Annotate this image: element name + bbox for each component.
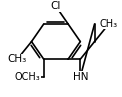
Text: CH₃: CH₃ [8, 54, 27, 64]
Text: HN: HN [73, 72, 88, 82]
Text: OCH₃: OCH₃ [15, 72, 40, 82]
Text: CH₃: CH₃ [100, 19, 118, 29]
Text: Cl: Cl [51, 1, 61, 11]
